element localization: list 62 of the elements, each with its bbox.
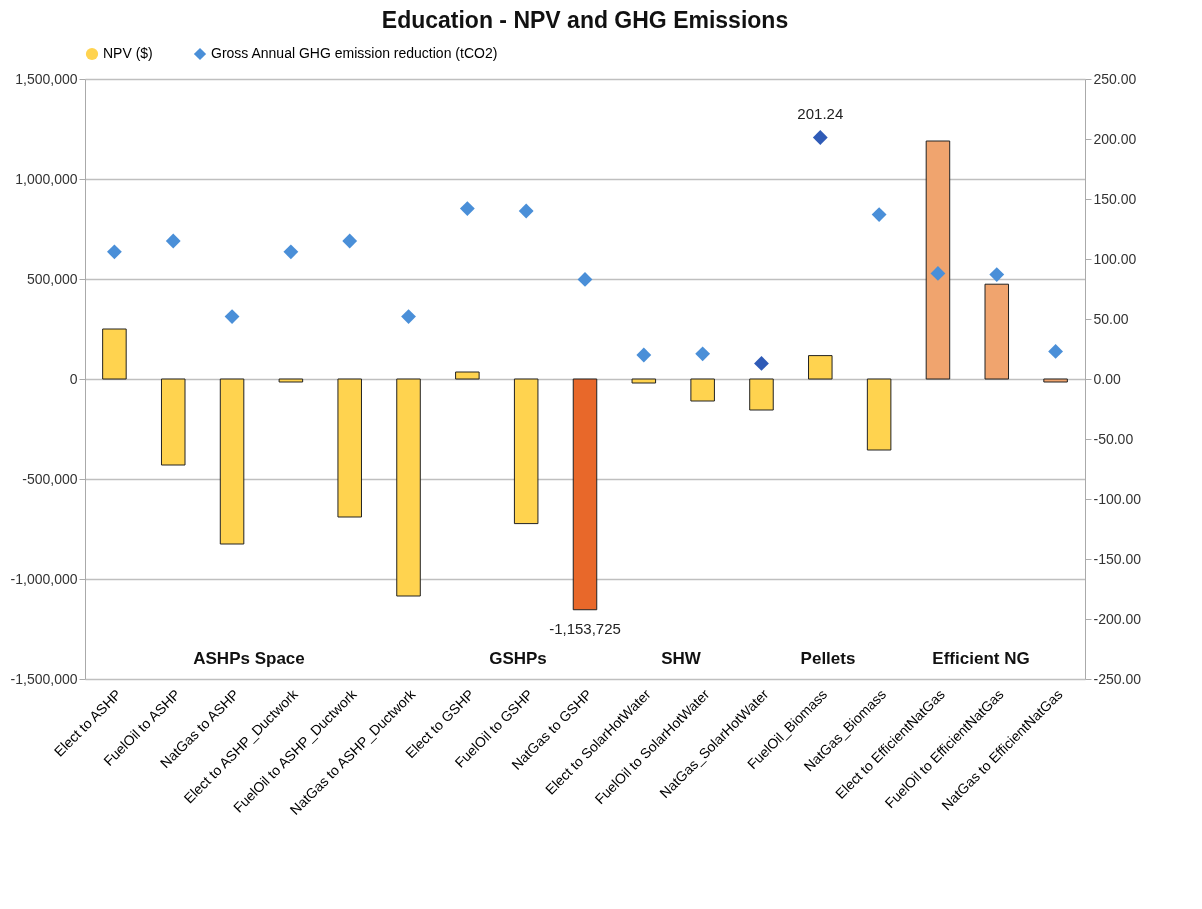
y-tick-label: 0: [69, 370, 78, 387]
point: [107, 244, 122, 260]
bar: [396, 378, 421, 597]
point: [342, 233, 358, 249]
y-tick-label: 500,000: [26, 270, 78, 287]
point: [871, 207, 887, 223]
y-tick-label: 1,000,000: [15, 170, 78, 187]
bar: [690, 378, 715, 402]
annotation: ASHPs Space: [193, 649, 305, 668]
bar: [631, 378, 657, 384]
y2-tick-label: -200.00: [1093, 610, 1142, 627]
y2-tick-label: 50.00: [1093, 310, 1129, 327]
bar: [278, 378, 304, 383]
point: [636, 347, 652, 363]
y-tick-label: -1,000,000: [10, 570, 78, 587]
point: [224, 309, 240, 325]
point: [1048, 343, 1063, 359]
y2-tick-label: 100.00: [1093, 250, 1137, 267]
y-tick-label: -1,500,000: [10, 670, 78, 687]
bar: [337, 378, 362, 518]
bar: [513, 378, 539, 525]
bar: [808, 355, 833, 380]
point: [283, 244, 299, 260]
annotation: Pellets: [800, 649, 856, 668]
y2-tick-label: -100.00: [1093, 490, 1142, 507]
y-tick-label: 1,500,000: [15, 70, 78, 87]
point: [754, 355, 769, 371]
y2-tick-label: 250.00: [1093, 70, 1137, 87]
point: [518, 203, 534, 219]
y2-tick-label: 150.00: [1093, 190, 1137, 207]
bar: [455, 371, 480, 380]
point: [401, 309, 416, 325]
data-label: 201.24: [797, 104, 844, 122]
bar: [102, 328, 127, 380]
bar: [219, 378, 245, 545]
chart-title: Education - NPV and GHG Emissions: [381, 7, 789, 33]
point: [930, 265, 946, 281]
point: [989, 267, 1005, 283]
y2-tick-label: -50.00: [1093, 430, 1134, 447]
bar: [749, 378, 774, 411]
bar: [925, 140, 951, 380]
y2-tick-label: -250.00: [1093, 670, 1142, 687]
point: [459, 201, 475, 217]
bar: [866, 378, 892, 451]
bar: [984, 283, 1010, 380]
bar: [1043, 378, 1068, 383]
point: [812, 130, 828, 145]
annotation: SHW: [661, 649, 702, 668]
y2-tick-label: -150.00: [1093, 550, 1142, 567]
point: [577, 271, 593, 287]
data-label: -1,153,725: [549, 619, 621, 637]
annotation: GSHPs: [489, 649, 547, 668]
legend-label: NPV ($): [103, 45, 153, 61]
point: [165, 233, 181, 249]
y2-tick-label: 200.00: [1093, 130, 1137, 147]
legend-label: Gross Annual GHG emission reduction (tCO2): [211, 45, 498, 61]
bar: [572, 378, 598, 611]
y-tick-label: -500,000: [22, 470, 78, 487]
annotation: Efficient NG: [932, 649, 1030, 668]
y2-tick-label: 0.00: [1093, 370, 1121, 387]
bar: [160, 378, 186, 466]
point: [695, 346, 711, 362]
